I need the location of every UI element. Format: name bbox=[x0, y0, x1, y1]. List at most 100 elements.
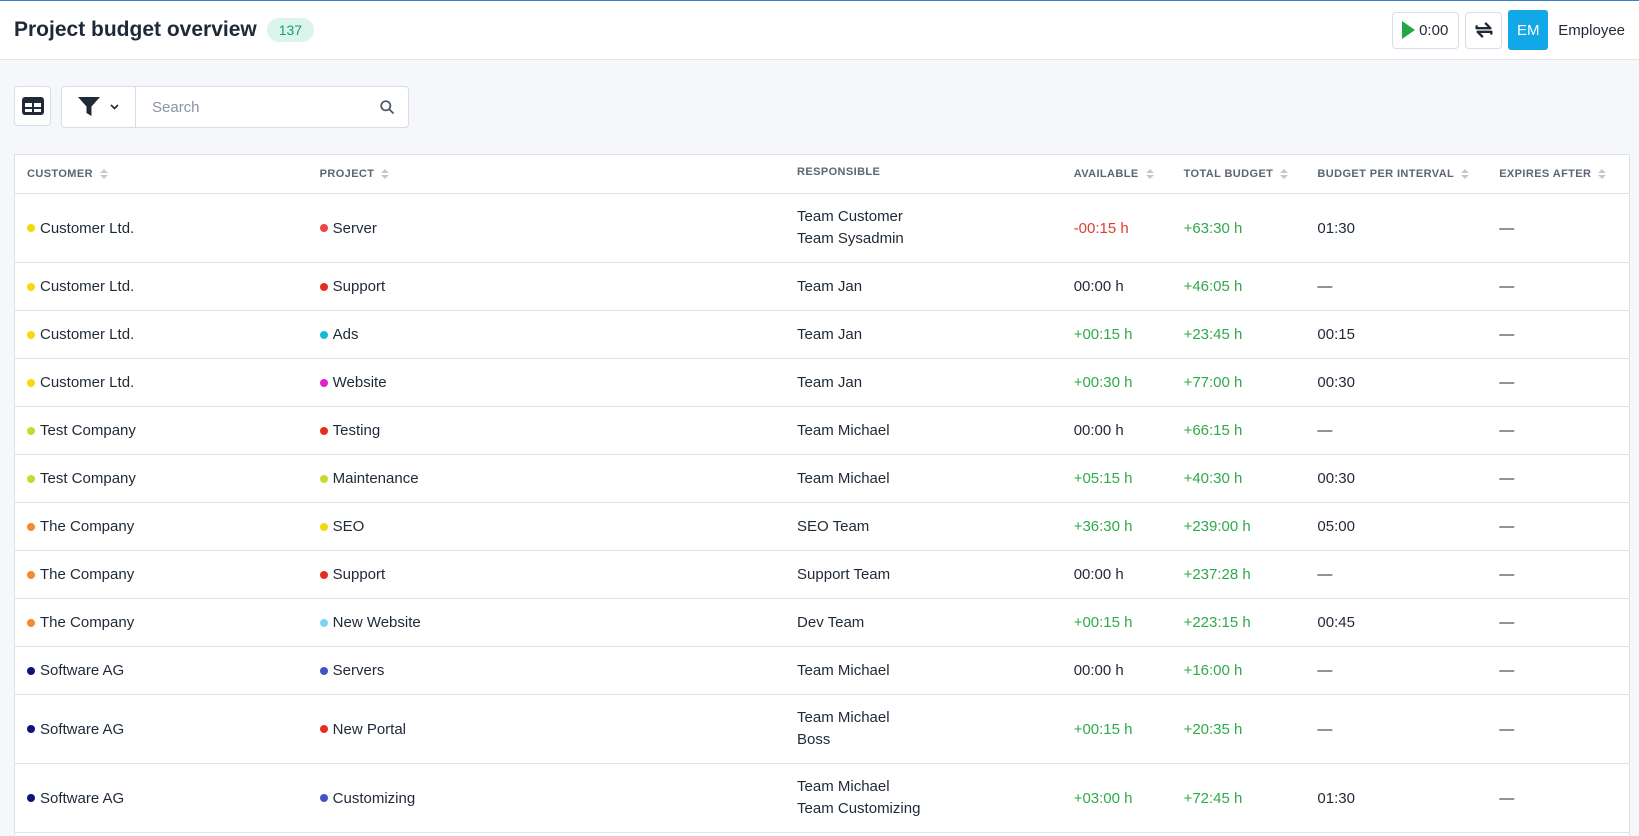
table-row[interactable]: Test Company Testing Team Michael 00:00 h +6… bbox=[15, 407, 1629, 455]
sort-icon bbox=[1461, 169, 1470, 179]
project-cell: Website bbox=[308, 374, 785, 391]
column-header-project[interactable]: PROJECT bbox=[308, 168, 785, 180]
project-name: Ads bbox=[332, 326, 359, 343]
project-color-dot bbox=[319, 522, 328, 531]
filter-search-group bbox=[61, 86, 409, 128]
table-header: CUSTOMER PROJECT RESPONSIBLE AVAILABLE T… bbox=[15, 155, 1629, 194]
avatar[interactable]: EM bbox=[1508, 10, 1549, 50]
table-row[interactable]: Customer Ltd. Support Team Jan 00:00 h +46:0… bbox=[15, 263, 1629, 311]
customer-color-dot bbox=[27, 522, 35, 531]
responsible-cell: Team Michael Boss bbox=[785, 707, 1062, 751]
customer-color-dot bbox=[27, 426, 35, 435]
project-cell: Support bbox=[308, 278, 785, 295]
timer-button[interactable]: 0:00 bbox=[1392, 11, 1460, 49]
customer-name: Software AG bbox=[40, 720, 125, 738]
project-cell: Testing bbox=[308, 422, 785, 439]
sort-icon bbox=[381, 169, 390, 179]
budget-per-interval-cell: 00:15 bbox=[1317, 326, 1355, 343]
responsible-cell: Support Team bbox=[785, 566, 1062, 583]
budget-per-interval-cell: 05:00 bbox=[1317, 518, 1355, 535]
project-cell: Server bbox=[308, 220, 785, 237]
table-view-button[interactable] bbox=[14, 86, 51, 126]
project-color-dot bbox=[319, 282, 328, 291]
customer-cell: Test Company bbox=[15, 422, 308, 439]
responsible-name: SEO Team bbox=[797, 518, 870, 535]
budget-per-interval-cell: — bbox=[1317, 662, 1333, 679]
table-row[interactable]: The Company Support Support Team 00:00 h +23… bbox=[15, 551, 1629, 599]
responsible-cell: Team Jan bbox=[785, 374, 1062, 391]
customer-color-dot bbox=[27, 666, 35, 675]
column-header-expires-after[interactable]: EXPIRES AFTER bbox=[1487, 168, 1629, 180]
responsible-name: Team Jan bbox=[797, 374, 863, 391]
column-header-available[interactable]: AVAILABLE bbox=[1062, 168, 1172, 180]
column-header-customer[interactable]: CUSTOMER bbox=[15, 168, 308, 180]
table-row[interactable]: Test Company Maintenance Team Michael +05:1… bbox=[15, 455, 1629, 503]
available-cell: +00:15 h bbox=[1073, 720, 1133, 738]
budget-per-interval-cell: — bbox=[1317, 422, 1333, 439]
table-row[interactable]: Customer Ltd. Server Team Customer Team Sys… bbox=[15, 194, 1629, 263]
table-row[interactable]: Software AG Servers Team Michael 00:00 h +16… bbox=[15, 647, 1629, 695]
table-row[interactable]: Customer Ltd. Ads Team Jan +00:15 h +23:45 h… bbox=[15, 311, 1629, 359]
available-cell: +00:15 h bbox=[1073, 326, 1133, 343]
customer-color-dot bbox=[27, 282, 35, 291]
available-cell: 00:00 h bbox=[1073, 278, 1124, 295]
responsible-cell: Team Michael bbox=[785, 422, 1062, 439]
timer-value: 0:00 bbox=[1419, 21, 1449, 39]
customer-cell: Software AG bbox=[15, 662, 308, 679]
project-cell: SEO bbox=[308, 518, 785, 535]
customer-name: Test Company bbox=[40, 470, 136, 487]
project-cell: New Portal bbox=[308, 721, 785, 738]
customer-cell: Customer Ltd. bbox=[15, 374, 308, 391]
budget-per-interval-cell: 00:45 bbox=[1317, 614, 1355, 631]
search-icon[interactable] bbox=[380, 100, 394, 114]
table-row[interactable]: The Company New Website Dev Team +00:15 h +2… bbox=[15, 599, 1629, 647]
total-budget-cell: +20:35 h bbox=[1183, 720, 1243, 738]
search-input[interactable] bbox=[150, 97, 380, 117]
table-body: Customer Ltd. Server Team Customer Team Sys… bbox=[15, 194, 1629, 833]
total-budget-cell: +46:05 h bbox=[1183, 278, 1243, 295]
customer-name: Test Company bbox=[40, 422, 136, 439]
total-budget-cell: +237:28 h bbox=[1183, 566, 1251, 583]
expires-after-cell: — bbox=[1499, 518, 1515, 535]
column-header-budget-per-interval[interactable]: BUDGET PER INTERVAL bbox=[1305, 168, 1487, 180]
expires-after-cell: — bbox=[1499, 374, 1515, 391]
customer-name: Customer Ltd. bbox=[40, 326, 135, 343]
responsible-cell: Dev Team bbox=[785, 614, 1062, 631]
count-badge: 137 bbox=[266, 18, 315, 42]
table-row[interactable]: Customer Ltd. Website Team Jan +00:30 h +77:… bbox=[15, 359, 1629, 407]
customer-name: Software AG bbox=[40, 662, 125, 679]
project-name: Servers bbox=[332, 662, 385, 679]
project-color-dot bbox=[319, 618, 328, 627]
sort-icon bbox=[1145, 169, 1154, 179]
column-header-total-budget[interactable]: TOTAL BUDGET bbox=[1172, 168, 1306, 180]
project-color-dot bbox=[319, 666, 328, 675]
total-budget-cell: +72:45 h bbox=[1183, 789, 1243, 807]
responsible-cell: Team Customer Team Sysadmin bbox=[785, 206, 1062, 250]
responsible-name: Team Sysadmin bbox=[797, 230, 904, 247]
filter-button[interactable] bbox=[62, 87, 136, 127]
total-budget-cell: +223:15 h bbox=[1183, 614, 1251, 631]
table-row[interactable]: Software AG Customizing Team Michael Team C… bbox=[15, 764, 1629, 833]
responsible-cell: Team Jan bbox=[785, 278, 1062, 295]
project-name: SEO bbox=[332, 518, 365, 535]
sync-button[interactable] bbox=[1465, 11, 1503, 49]
responsible-cell: SEO Team bbox=[785, 518, 1062, 535]
table-row[interactable]: The Company SEO SEO Team +36:30 h +239:00 h 0… bbox=[15, 503, 1629, 551]
customer-name: Customer Ltd. bbox=[40, 278, 135, 295]
expires-after-cell: — bbox=[1499, 566, 1515, 583]
budget-per-interval-cell: — bbox=[1317, 566, 1333, 583]
table-row[interactable]: Software AG New Portal Team Michael Boss +00… bbox=[15, 695, 1629, 764]
responsible-cell: Team Michael bbox=[785, 662, 1062, 679]
customer-color-dot bbox=[27, 570, 35, 579]
customer-cell: Customer Ltd. bbox=[15, 278, 308, 295]
sort-icon bbox=[1598, 169, 1607, 179]
responsible-name: Team Michael bbox=[797, 662, 890, 679]
project-color-dot bbox=[319, 378, 328, 387]
project-color-dot bbox=[319, 725, 328, 733]
user-name[interactable]: Employee bbox=[1558, 21, 1625, 39]
total-budget-cell: +63:30 h bbox=[1183, 219, 1243, 237]
expires-after-cell: — bbox=[1499, 470, 1515, 487]
expires-after-cell: — bbox=[1499, 326, 1515, 343]
project-color-dot bbox=[319, 224, 328, 232]
project-color-dot bbox=[319, 474, 328, 483]
